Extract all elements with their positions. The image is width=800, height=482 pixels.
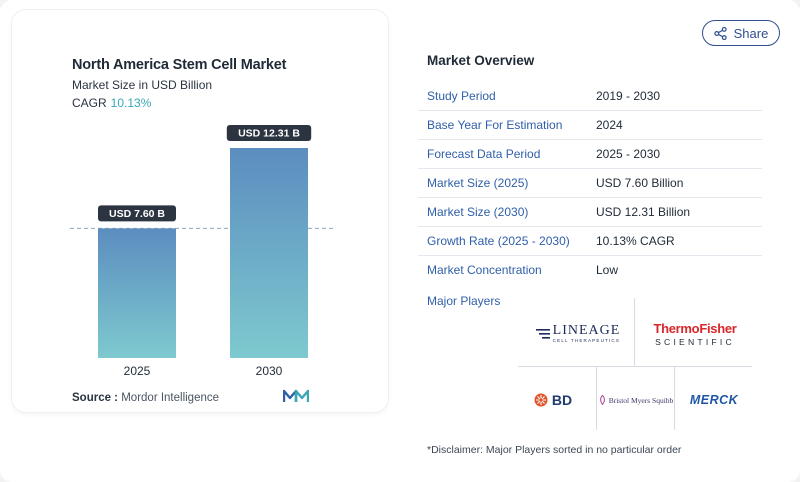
overview-row-market-size-2025: Market Size (2025) USD 7.60 Billion [418, 169, 762, 198]
cagr-label: CAGR [72, 96, 107, 110]
cagr-value: 10.13% [110, 96, 152, 110]
source-label: Source : [72, 392, 119, 404]
row-label: Market Concentration [427, 263, 542, 277]
mordor-intelligence-logo-icon [283, 389, 309, 402]
lineage-cell-therapeutics-logo: LINEAGE CELL THERAPEUTICS [530, 318, 626, 350]
source-value: Mordor Intelligence [121, 392, 220, 404]
bristol-myers-squibb-logo: Bristol Myers Squibb [598, 388, 674, 412]
row-label: Market Size (2025) [427, 176, 529, 190]
thermo-fisher-subtext: SCIENTIFIC [655, 336, 735, 347]
row-value: 10.13% CAGR [596, 234, 675, 248]
logo-grid-divider [634, 298, 635, 366]
row-value: Low [596, 263, 619, 277]
row-label: Base Year For Estimation [427, 118, 563, 132]
overview-row-forecast-period: Forecast Data Period 2025 - 2030 [418, 140, 762, 169]
share-icon [713, 26, 727, 40]
bd-logo: BD [522, 388, 584, 412]
lineage-bars-icon [535, 329, 550, 339]
thermo-fisher-text: ThermoFisher [653, 320, 737, 336]
row-label: Growth Rate (2025 - 2030) [427, 234, 570, 248]
row-value: 2019 - 2030 [596, 89, 661, 103]
row-value: USD 12.31 Billion [596, 205, 691, 219]
market-overview-title: Market Overview [427, 53, 535, 68]
overview-row-growth-rate: Growth Rate (2025 - 2030) 10.13% CAGR [418, 227, 762, 256]
bms-mark-icon [599, 395, 605, 405]
row-value: 2025 - 2030 [596, 147, 661, 161]
lineage-subtext: CELL THERAPEUTICS [552, 338, 621, 344]
overview-row-market-size-2030: Market Size (2030) USD 12.31 Billion [418, 198, 762, 227]
overview-row-study-period: Study Period 2019 - 2030 [418, 82, 762, 111]
row-value: 2024 [596, 118, 623, 132]
merck-text: MERCK [689, 393, 739, 407]
row-label: Forecast Data Period [427, 147, 541, 161]
cagr-line: CAGR 10.13% [72, 96, 151, 110]
source-line: Source : Mordor Intelligence [72, 392, 219, 404]
row-label: Market Size (2030) [427, 205, 529, 219]
logo-grid-divider [518, 366, 752, 367]
overview-row-market-concentration: Market Concentration Low [418, 256, 762, 285]
row-label: Study Period [427, 89, 496, 103]
lineage-wordmark: LINEAGE CELL THERAPEUTICS [553, 324, 621, 344]
chart-panel [12, 10, 388, 412]
logo-grid-divider [596, 366, 597, 430]
thermo-fisher-scientific-logo: ThermoFisher SCIENTIFIC [642, 318, 748, 350]
logo-grid-divider [674, 366, 675, 430]
lineage-text: LINEAGE [552, 323, 621, 339]
major-players-label: Major Players [427, 294, 501, 308]
share-button[interactable]: Share [702, 20, 780, 46]
row-value: USD 7.60 Billion [596, 176, 684, 190]
chart-title: North America Stem Cell Market [72, 57, 287, 73]
bms-text: Bristol Myers Squibb [608, 395, 674, 405]
bd-starburst-icon [534, 393, 548, 407]
chart-subtitle: Market Size in USD Billion [72, 78, 213, 92]
share-label: Share [733, 25, 769, 41]
bd-text: BD [551, 392, 573, 408]
overview-row-base-year: Base Year For Estimation 2024 [418, 111, 762, 140]
overview-table: Study Period 2019 - 2030 Base Year For E… [418, 82, 762, 285]
disclaimer: *Disclaimer: Major Players sorted in no … [427, 444, 682, 456]
merck-logo: MERCK [680, 388, 748, 412]
